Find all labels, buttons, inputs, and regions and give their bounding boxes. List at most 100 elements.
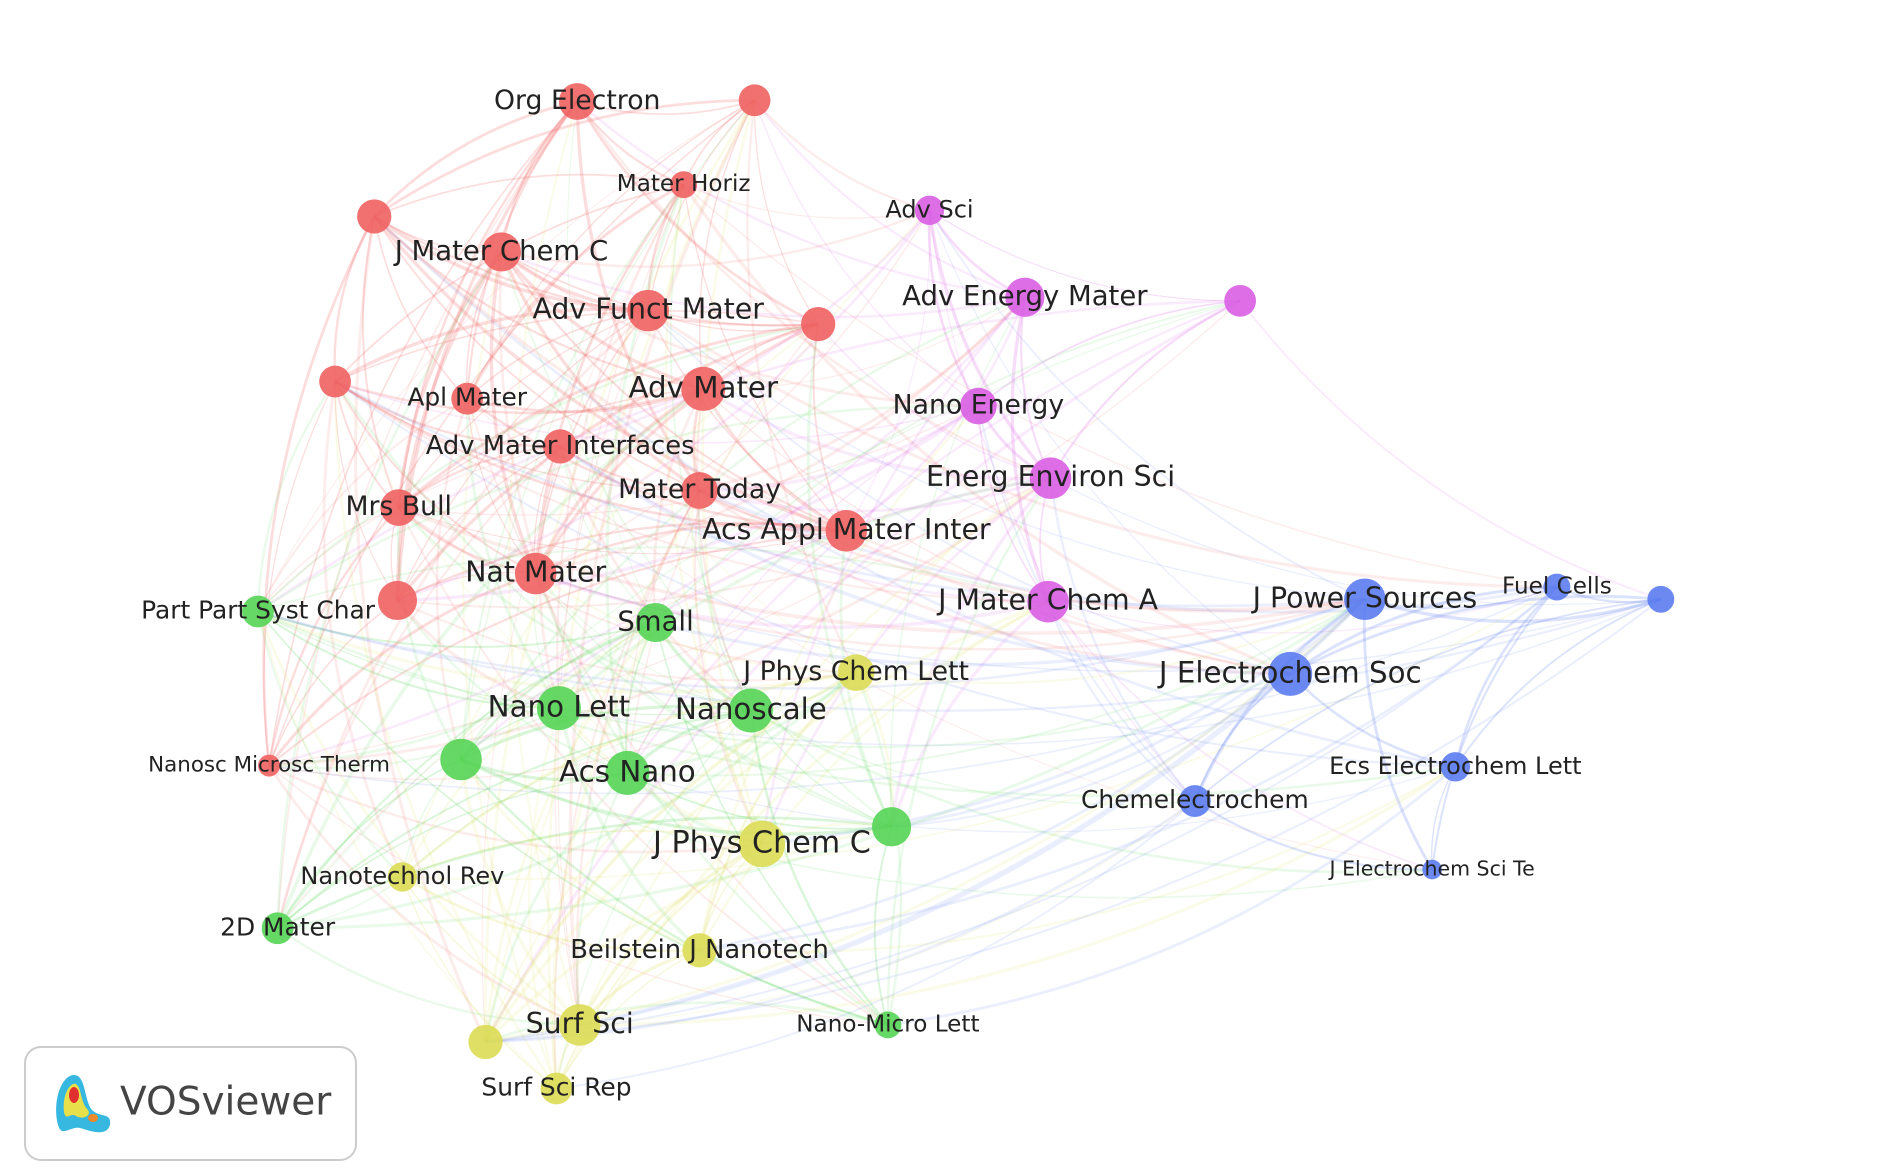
edge (806, 323, 893, 828)
edge (845, 296, 1027, 532)
node-label: Nanosc Microsc Therm (148, 753, 390, 778)
edge (647, 310, 1365, 600)
node-label: J Electrochem Sci Te (1328, 857, 1535, 881)
edge (655, 597, 1366, 667)
edge (277, 530, 847, 929)
edge (397, 599, 857, 682)
node-label: J Power Sources (1251, 581, 1478, 614)
edge (396, 322, 819, 602)
node-label: Chemelectrochem (1081, 785, 1309, 814)
edge (855, 477, 1051, 674)
node-label: Adv Energy Mater (902, 280, 1148, 312)
edge (268, 764, 763, 854)
node (514, 552, 557, 595)
edge (397, 477, 1052, 609)
edge (554, 310, 649, 1025)
edge (929, 209, 1241, 302)
edge (891, 598, 1366, 829)
edge (268, 709, 752, 781)
edge (626, 323, 819, 774)
edge (460, 476, 1051, 761)
edge (702, 387, 1051, 481)
edge (489, 251, 538, 575)
edge (334, 380, 1049, 603)
edge (466, 397, 847, 533)
node-label: Nano Energy (893, 390, 1064, 421)
edge (268, 621, 657, 767)
node-label: Adv Mater Interfaces (426, 431, 695, 461)
edge (753, 99, 930, 212)
edge (555, 949, 700, 1089)
edge (500, 251, 857, 674)
node-label: J Electrochem Soc (1157, 655, 1422, 689)
edge (462, 251, 558, 1089)
edge (699, 765, 1456, 954)
edge (1050, 477, 1661, 606)
edge (401, 876, 557, 1089)
edge (654, 299, 1241, 624)
node (540, 1072, 573, 1105)
edge (276, 758, 462, 929)
edge (485, 1001, 889, 1044)
node-label: J Phys Chem Lett (741, 656, 969, 687)
edge (484, 709, 752, 1043)
edge (277, 597, 1366, 930)
edge (484, 771, 629, 1043)
edge (1454, 586, 1558, 768)
nodes (242, 83, 1675, 1105)
edge (257, 610, 559, 710)
edge (466, 387, 704, 414)
node-label: Surf Sci (526, 1007, 634, 1040)
edge (1289, 594, 1661, 676)
node (377, 580, 418, 621)
edge (702, 388, 1291, 675)
edge (397, 507, 889, 1026)
edge (576, 100, 1026, 299)
edge (257, 598, 1662, 712)
edge (257, 404, 979, 613)
node (670, 171, 698, 199)
edge (845, 210, 931, 532)
node-label: Fuel Cells (1502, 574, 1612, 600)
node (682, 933, 717, 968)
edge (627, 598, 1366, 777)
edge (753, 100, 819, 325)
edge (257, 610, 1456, 798)
edge (466, 398, 537, 574)
node-label: J Mater Chem C (393, 235, 608, 267)
node (871, 807, 912, 847)
edge (647, 309, 1557, 589)
edge (647, 309, 819, 332)
edge (276, 709, 752, 930)
edge (401, 710, 752, 878)
labels: Org Electron Mater Horiz J Mater Chem C Adv… (141, 85, 1612, 1101)
edge (501, 209, 930, 268)
edge (698, 489, 1558, 614)
edge (485, 586, 1558, 1043)
edge (534, 387, 705, 575)
logo-text: VOSviewer (120, 1080, 332, 1125)
node-label: Nat Mater (465, 556, 606, 589)
node-label: Acs Appl Mater Inter (702, 513, 991, 546)
edge (396, 310, 649, 601)
edge (855, 598, 1366, 685)
edge (698, 671, 858, 951)
edge (1431, 586, 1558, 870)
edge (753, 100, 979, 407)
edge (647, 309, 1291, 675)
node (468, 1024, 503, 1060)
edge (854, 672, 903, 1026)
node (440, 738, 482, 781)
edge (401, 876, 580, 1026)
edge (927, 210, 980, 407)
edge (276, 927, 580, 1027)
edge (556, 184, 685, 709)
edge (268, 599, 398, 766)
edge (334, 381, 398, 601)
edge (760, 296, 1026, 845)
node (1005, 277, 1045, 317)
edge (576, 100, 1052, 480)
node (1344, 578, 1386, 621)
node-label: Nano Lett (488, 690, 630, 724)
